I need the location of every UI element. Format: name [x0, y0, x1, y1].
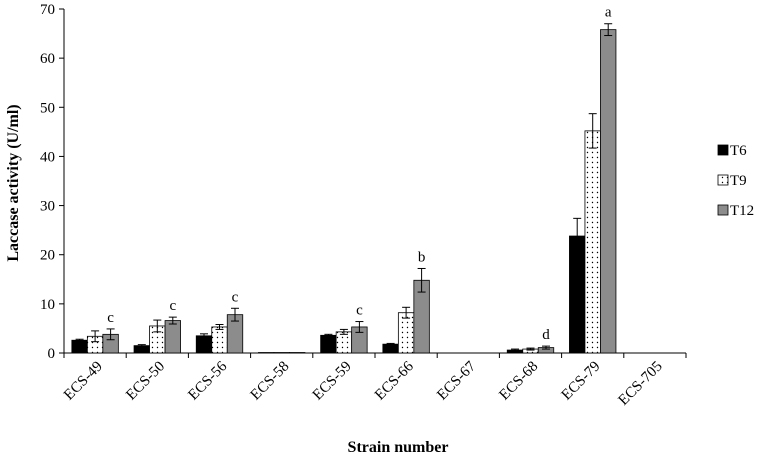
error-bars — [76, 24, 613, 351]
significance-letter: c — [169, 298, 176, 314]
x-tick-label: ECS-68 — [496, 359, 541, 404]
x-tick-label: ECS-66 — [372, 358, 417, 403]
x-tick-label: ECS-59 — [310, 359, 355, 404]
legend-swatch-t6 — [718, 145, 728, 155]
y-tick-label: 60 — [40, 51, 55, 67]
y-axis-title: Laccase activity (U/ml) — [5, 104, 22, 261]
x-axis-title: Strain number — [348, 439, 449, 456]
bar-t9-ecs-59 — [336, 332, 352, 353]
bar-t9-ecs-56 — [212, 327, 228, 353]
y-tick-labels: 0 10 20 30 40 50 60 70 — [40, 2, 55, 362]
x-tick-label: ECS-79 — [559, 359, 604, 404]
bar-t6-ecs-66 — [383, 344, 399, 353]
y-tick-label: 0 — [48, 346, 56, 362]
legend-swatch-t12 — [718, 205, 728, 215]
x-tick-label: ECS-705 — [616, 359, 666, 409]
x-tick-label: ECS-49 — [61, 359, 106, 404]
bar-t12-ecs-79 — [600, 30, 616, 353]
x-tick-label: ECS-50 — [123, 359, 168, 404]
x-tick-label: ECS-58 — [248, 359, 293, 404]
significance-letter: a — [605, 5, 612, 21]
bar-t9-ecs-79 — [585, 131, 601, 353]
y-tick-label: 20 — [40, 248, 55, 264]
significance-letter: c — [232, 289, 239, 305]
bar-t6-ecs-49 — [72, 340, 88, 353]
legend-label-t9: T9 — [730, 173, 747, 189]
x-tick-label: ECS-56 — [185, 358, 230, 403]
x-tick-labels: ECS-49 ECS-50 ECS-56 ECS-58 ECS-59 ECS-66 ECS-… — [61, 358, 666, 409]
significance-letter: d — [542, 327, 550, 343]
significance-labels: c c c c b d a — [107, 5, 612, 343]
y-tick-label: 30 — [40, 199, 55, 215]
legend: T6 T9 T12 — [718, 143, 754, 219]
legend-label-t12: T12 — [730, 203, 754, 219]
y-tick-label: 50 — [40, 100, 55, 116]
significance-letter: c — [356, 303, 363, 319]
y-tick-label: 10 — [40, 297, 55, 313]
bar-t6-ecs-56 — [196, 336, 212, 353]
significance-letter: b — [418, 249, 426, 265]
bar-t9-ecs-66 — [398, 313, 414, 353]
x-tick-label: ECS-67 — [434, 358, 479, 403]
legend-swatch-t9 — [718, 175, 728, 185]
bars — [72, 30, 616, 353]
legend-label-t6: T6 — [730, 143, 747, 159]
y-tick-label: 40 — [40, 149, 55, 165]
bar-t12-ecs-50 — [165, 321, 181, 353]
y-tick-label: 70 — [40, 2, 55, 18]
bar-t6-ecs-59 — [321, 335, 337, 353]
significance-letter: c — [107, 310, 114, 326]
